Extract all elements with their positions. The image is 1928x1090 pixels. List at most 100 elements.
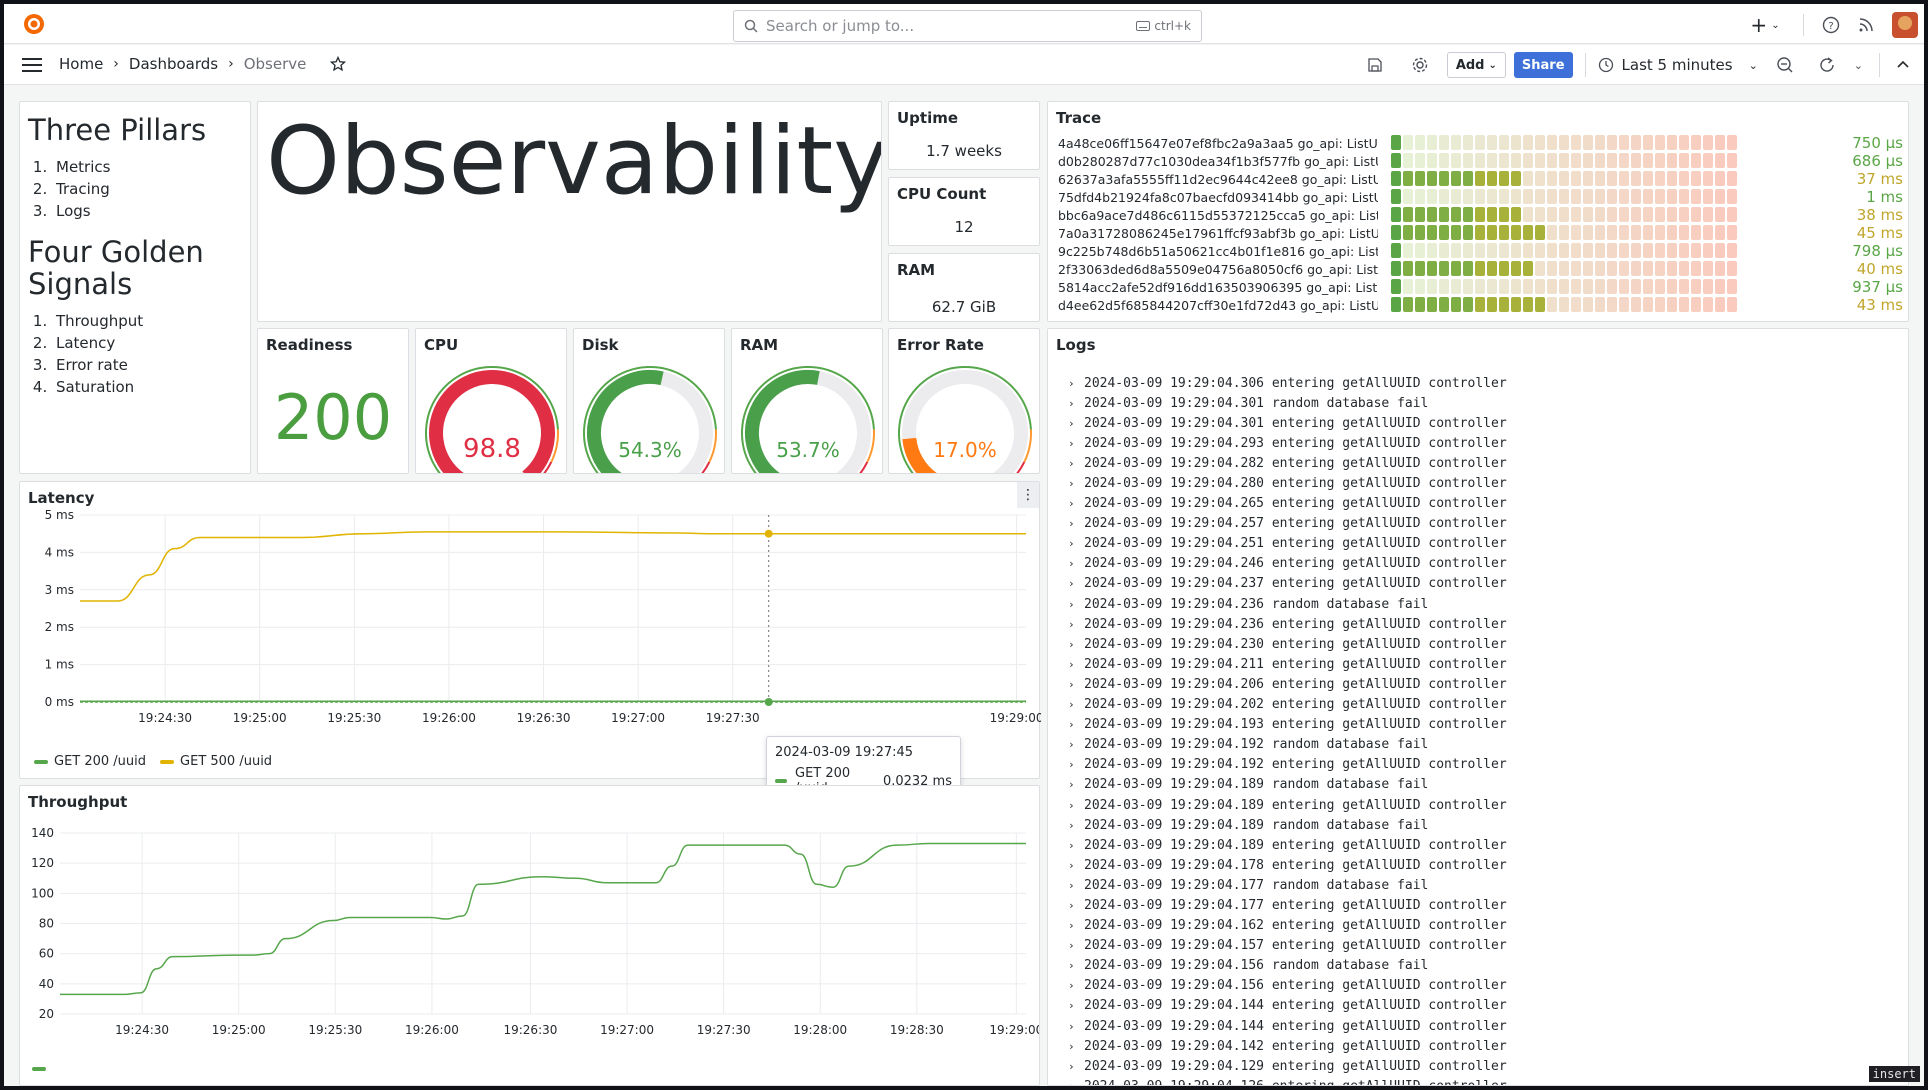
- chevron-right-icon[interactable]: ›: [1068, 396, 1075, 410]
- chevron-right-icon[interactable]: ›: [1068, 1059, 1075, 1073]
- share-button[interactable]: Share: [1513, 52, 1573, 78]
- chevron-right-icon[interactable]: ›: [1068, 898, 1075, 912]
- log-line[interactable]: › 2024-03-09 19:29:04.206 entering getAll…: [1068, 674, 1898, 694]
- log-line[interactable]: › 2024-03-09 19:29:04.156 random database…: [1068, 956, 1898, 976]
- chevron-right-icon[interactable]: ›: [1068, 939, 1075, 953]
- log-line[interactable]: › 2024-03-09 19:29:04.257 entering getAll…: [1068, 514, 1898, 534]
- help-icon[interactable]: ?: [1822, 16, 1840, 34]
- legend-item[interactable]: GET 200 /uuid: [34, 754, 146, 769]
- log-line[interactable]: › 2024-03-09 19:29:04.129 entering getAll…: [1068, 1056, 1898, 1076]
- log-line[interactable]: ›2024-03-09 19:29:04.126 entering getAll…: [1068, 1076, 1898, 1085]
- chevron-right-icon[interactable]: ›: [1068, 999, 1075, 1013]
- trace-row[interactable]: 2f33063ded6d8a5509e04756a8050cf6 go_api:…: [1058, 260, 1903, 278]
- collapse-chevron-up-icon[interactable]: [1896, 58, 1910, 72]
- news-feed-icon[interactable]: [1858, 17, 1874, 33]
- trace-row[interactable]: 4a48ce06ff15647e07ef8fbc2a9a3aa5 go_api:…: [1058, 134, 1903, 152]
- log-line[interactable]: › 2024-03-09 19:29:04.306 entering getAll…: [1068, 373, 1898, 393]
- trace-row[interactable]: d0b280287d77c1030dea34f1b3f577fb go_api:…: [1058, 152, 1903, 170]
- chevron-right-icon[interactable]: ›: [1068, 1039, 1075, 1053]
- chevron-right-icon[interactable]: ›: [1068, 698, 1075, 712]
- chevron-right-icon[interactable]: ›: [1068, 416, 1075, 430]
- grafana-logo-icon[interactable]: [22, 12, 46, 36]
- log-line[interactable]: › 2024-03-09 19:29:04.246 entering getAll…: [1068, 554, 1898, 574]
- log-line[interactable]: › 2024-03-09 19:29:04.282 entering getAll…: [1068, 453, 1898, 473]
- throughput-legend-swatch[interactable]: [32, 1067, 46, 1071]
- log-line[interactable]: › 2024-03-09 19:29:04.237 entering getAll…: [1068, 574, 1898, 594]
- chevron-right-icon[interactable]: ›: [1068, 537, 1075, 551]
- log-line[interactable]: › 2024-03-09 19:29:04.177 random database…: [1068, 875, 1898, 895]
- trace-row[interactable]: d4ee62d5f685844207cff30e1fd72d43 go_api:…: [1058, 296, 1903, 314]
- trace-row[interactable]: 7a0a31728086245e17961ffcf93abf3b go_api:…: [1058, 224, 1903, 242]
- refresh-icon[interactable]: [1818, 56, 1836, 74]
- log-line[interactable]: › 2024-03-09 19:29:04.189 random database…: [1068, 775, 1898, 795]
- log-line[interactable]: › 2024-03-09 19:29:04.192 entering getAll…: [1068, 755, 1898, 775]
- trace-row[interactable]: 75dfd4b21924fa8c07baecfd093414bb go_api:…: [1058, 188, 1903, 206]
- log-line[interactable]: › 2024-03-09 19:29:04.144 entering getAll…: [1068, 996, 1898, 1016]
- chevron-right-icon[interactable]: ›: [1068, 657, 1075, 671]
- log-line[interactable]: › 2024-03-09 19:29:04.251 entering getAll…: [1068, 534, 1898, 554]
- chevron-right-icon[interactable]: ›: [1068, 436, 1075, 450]
- chevron-right-icon[interactable]: ›: [1068, 878, 1075, 892]
- log-line[interactable]: › 2024-03-09 19:29:04.192 random database…: [1068, 735, 1898, 755]
- log-line[interactable]: › 2024-03-09 19:29:04.301 random database…: [1068, 393, 1898, 413]
- legend-item[interactable]: GET 500 /uuid: [160, 754, 272, 769]
- log-line[interactable]: › 2024-03-09 19:29:04.162 entering getAll…: [1068, 916, 1898, 936]
- panel-menu-icon[interactable]: ⋮: [1017, 482, 1039, 508]
- zoom-out-icon[interactable]: [1776, 56, 1794, 74]
- log-line[interactable]: › 2024-03-09 19:29:04.211 entering getAll…: [1068, 654, 1898, 674]
- trace-row[interactable]: 62637a3afa5555ff11d2ec9644c42ee8 go_api:…: [1058, 170, 1903, 188]
- log-line[interactable]: › 2024-03-09 19:29:04.189 random database…: [1068, 815, 1898, 835]
- chevron-right-icon[interactable]: ›: [1068, 718, 1075, 732]
- log-line[interactable]: › 2024-03-09 19:29:04.189 entering getAll…: [1068, 835, 1898, 855]
- chevron-right-icon[interactable]: ›: [1068, 798, 1075, 812]
- chevron-right-icon[interactable]: ›: [1068, 637, 1075, 651]
- log-line[interactable]: › 2024-03-09 19:29:04.193 entering getAll…: [1068, 715, 1898, 735]
- chevron-right-icon[interactable]: ›: [1068, 557, 1075, 571]
- log-line[interactable]: › 2024-03-09 19:29:04.236 random database…: [1068, 594, 1898, 614]
- user-avatar[interactable]: [1892, 12, 1918, 38]
- chevron-right-icon[interactable]: ›: [1068, 959, 1075, 973]
- chevron-right-icon[interactable]: ›: [1068, 858, 1075, 872]
- log-line[interactable]: › 2024-03-09 19:29:04.177 entering getAll…: [1068, 895, 1898, 915]
- chevron-right-icon[interactable]: ›: [1068, 456, 1075, 470]
- chevron-right-icon[interactable]: ›: [1068, 838, 1075, 852]
- log-line[interactable]: › 2024-03-09 19:29:04.280 entering getAll…: [1068, 473, 1898, 493]
- add-button[interactable]: Add ⌄: [1446, 52, 1506, 78]
- chevron-right-icon[interactable]: ›: [1068, 677, 1075, 691]
- chevron-right-icon[interactable]: ›: [1068, 919, 1075, 933]
- chevron-right-icon[interactable]: ›: [1068, 738, 1075, 752]
- chevron-right-icon[interactable]: ›: [1068, 1019, 1075, 1033]
- log-line[interactable]: › 2024-03-09 19:29:04.230 entering getAll…: [1068, 634, 1898, 654]
- chevron-right-icon[interactable]: ›: [1068, 577, 1075, 591]
- log-line[interactable]: › 2024-03-09 19:29:04.293 entering getAll…: [1068, 433, 1898, 453]
- log-line[interactable]: › 2024-03-09 19:29:04.301 entering getAll…: [1068, 413, 1898, 433]
- log-line[interactable]: › 2024-03-09 19:29:04.142 entering getAll…: [1068, 1036, 1898, 1056]
- chevron-right-icon[interactable]: ›: [1068, 778, 1075, 792]
- chevron-right-icon[interactable]: ›: [1068, 617, 1075, 631]
- refresh-interval-chevron-icon[interactable]: ⌄: [1853, 58, 1863, 72]
- trace-row[interactable]: 9c225b748d6b51a50621cc4b01f1e816 go_api:…: [1058, 242, 1903, 260]
- chevron-right-icon[interactable]: ›: [1068, 818, 1075, 832]
- log-line[interactable]: › 2024-03-09 19:29:04.156 entering getAll…: [1068, 976, 1898, 996]
- throughput-chart[interactable]: 20 40 60 80 100 120 140 19:24:30 19:25:00 19:25:3…: [20, 816, 1040, 1071]
- chevron-right-icon[interactable]: ›: [1068, 597, 1075, 611]
- chevron-right-icon[interactable]: ›: [1068, 979, 1075, 993]
- chevron-right-icon[interactable]: ›: [1068, 517, 1075, 531]
- log-line[interactable]: › 2024-03-09 19:29:04.178 entering getAll…: [1068, 855, 1898, 875]
- settings-gear-icon[interactable]: [1411, 56, 1429, 74]
- search-input[interactable]: Search or jump to... ctrl+k: [733, 10, 1202, 42]
- menu-icon[interactable]: [22, 57, 42, 73]
- star-icon[interactable]: [330, 56, 347, 72]
- log-line[interactable]: › 2024-03-09 19:29:04.144 entering getAll…: [1068, 1016, 1898, 1036]
- trace-row[interactable]: bbc6a9ace7d486c6115d55372125cca5 go_api:…: [1058, 206, 1903, 224]
- time-range-picker[interactable]: Last 5 minutes ⌄: [1598, 52, 1758, 78]
- log-line[interactable]: › 2024-03-09 19:29:04.157 entering getAll…: [1068, 936, 1898, 956]
- breadcrumb-home[interactable]: Home: [59, 55, 104, 73]
- new-plus-icon[interactable]: + ⌄: [1750, 13, 1780, 37]
- log-line[interactable]: › 2024-03-09 19:29:04.202 entering getAll…: [1068, 695, 1898, 715]
- trace-row[interactable]: 5814acc2afe52df916dd163503906395 go_api:…: [1058, 278, 1903, 296]
- chevron-right-icon[interactable]: ›: [1068, 477, 1075, 491]
- log-line[interactable]: › 2024-03-09 19:29:04.236 entering getAll…: [1068, 614, 1898, 634]
- breadcrumb-dashboards[interactable]: Dashboards: [128, 55, 219, 73]
- latency-chart[interactable]: 0 ms 1 ms 2 ms 3 ms 4 ms 5 ms 19:24:30 19:25:00…: [20, 510, 1041, 750]
